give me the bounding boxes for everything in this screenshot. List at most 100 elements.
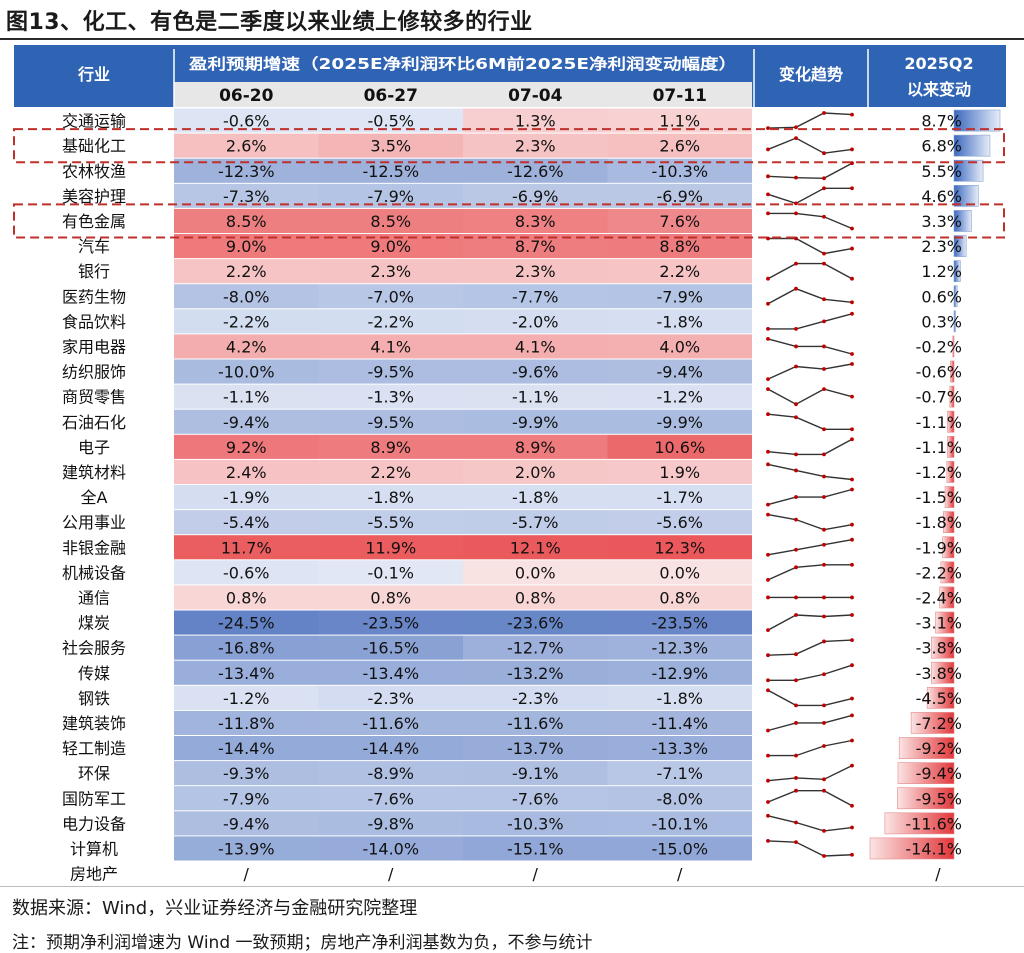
value-label: / — [244, 865, 250, 884]
value-cell — [174, 736, 319, 761]
change-bar — [950, 360, 955, 383]
change-bar — [884, 812, 955, 835]
value-cell — [318, 761, 463, 786]
sparkline-marker — [822, 788, 826, 793]
sparkline-marker — [850, 300, 854, 305]
change-label: -1.1% — [916, 413, 962, 432]
sparkline-marker — [794, 175, 798, 180]
value-label: -6.9% — [657, 187, 703, 206]
sparkline — [767, 790, 853, 807]
sparkline — [767, 840, 853, 857]
row-name: 交通运输 — [62, 112, 126, 131]
value-label: -1.8% — [512, 488, 558, 507]
sparkline-marker — [766, 126, 770, 130]
change-label: -1.1% — [916, 438, 962, 457]
value-cell — [174, 510, 319, 535]
value-cell — [174, 610, 319, 635]
sparkline-marker — [850, 246, 854, 251]
sparkline — [767, 438, 853, 456]
date-header-background — [174, 82, 752, 107]
value-label: -1.2% — [657, 388, 703, 407]
sparkline-marker — [822, 777, 826, 782]
value-cell — [174, 836, 319, 861]
value-label: -0.5% — [368, 112, 414, 131]
sparkline-marker — [794, 261, 798, 266]
value-cell — [174, 685, 319, 710]
sparkline-marker — [766, 753, 770, 758]
row-name: 建筑装饰 — [62, 714, 126, 733]
value-label: -12.3% — [218, 162, 275, 181]
sparkline-marker — [850, 352, 854, 356]
value-label: -12.9% — [651, 664, 708, 683]
sparkline-marker — [766, 462, 770, 467]
value-label: 2.2% — [226, 262, 267, 281]
row-name: 机械设备 — [62, 563, 126, 582]
change-label: 6.8% — [921, 137, 962, 156]
sparkline-marker — [766, 688, 770, 693]
source-note: 数据来源：Wind，兴业证券经济与金融研究院整理 — [12, 898, 418, 919]
change-label: -2.4% — [916, 588, 962, 607]
value-label: -11.6% — [507, 714, 564, 733]
title-rule — [0, 38, 1024, 40]
value-cell — [174, 560, 319, 585]
value-label: 0.8% — [515, 588, 556, 607]
change-label: -3.8% — [916, 639, 962, 658]
value-label: 9.0% — [226, 237, 267, 256]
row-name: 电力设备 — [62, 814, 126, 833]
change-bar — [952, 335, 955, 358]
change-label: -14.1% — [905, 839, 962, 858]
value-cell — [607, 434, 752, 459]
value-cell — [463, 710, 608, 735]
value-label: -10.3% — [651, 162, 708, 181]
value-cell — [463, 736, 608, 761]
value-label: 10.6% — [654, 438, 705, 457]
value-cell — [607, 334, 752, 359]
value-label: -14.4% — [362, 739, 419, 758]
value-cell — [463, 133, 608, 158]
value-label: -10.3% — [507, 814, 564, 833]
sparkline-marker — [794, 201, 798, 206]
value-label: 1.1% — [659, 112, 700, 131]
value-label: / — [677, 865, 683, 884]
header-change-line1: 2025Q2 — [904, 54, 973, 73]
sparkline-marker — [794, 136, 798, 141]
change-bar — [926, 686, 955, 709]
value-cell — [318, 635, 463, 660]
value-cell — [463, 585, 608, 610]
change-bar — [931, 636, 955, 659]
sparkline-marker — [794, 364, 798, 369]
sparkline-marker — [822, 319, 826, 324]
sparkline-marker — [822, 214, 826, 219]
sparkline-marker — [850, 311, 854, 316]
change-label: 1.2% — [921, 262, 962, 281]
change-bar — [946, 461, 955, 483]
change-bar — [949, 385, 955, 408]
sparkline-marker — [794, 788, 798, 793]
value-label: -8.9% — [368, 764, 414, 783]
value-label: / — [388, 865, 394, 884]
value-label: 9.0% — [370, 237, 411, 256]
change-label: -0.2% — [916, 337, 962, 356]
change-label: 3.3% — [921, 212, 962, 231]
value-cell — [607, 459, 752, 484]
date-header-07-04: 07-04 — [508, 86, 563, 106]
value-label: -5.6% — [657, 513, 703, 532]
value-cell — [318, 510, 463, 535]
value-cell — [607, 635, 752, 660]
value-label: -12.3% — [651, 639, 708, 658]
change-bar — [947, 435, 955, 458]
sparkline-marker — [822, 344, 826, 349]
sparkline-marker — [822, 721, 826, 725]
row-name: 食品饮料 — [62, 312, 126, 331]
value-label: 1.3% — [515, 112, 556, 131]
value-label: -11.4% — [651, 714, 708, 733]
value-label: 8.9% — [515, 438, 556, 457]
sparkline-marker — [822, 495, 826, 499]
value-cell — [607, 685, 752, 710]
value-cell — [607, 585, 752, 610]
sparkline-marker — [822, 562, 826, 567]
sparkline — [767, 815, 853, 832]
value-label: -7.9% — [657, 287, 703, 306]
change-label: -9.5% — [916, 789, 962, 808]
row-name: 轻工制造 — [62, 739, 126, 758]
